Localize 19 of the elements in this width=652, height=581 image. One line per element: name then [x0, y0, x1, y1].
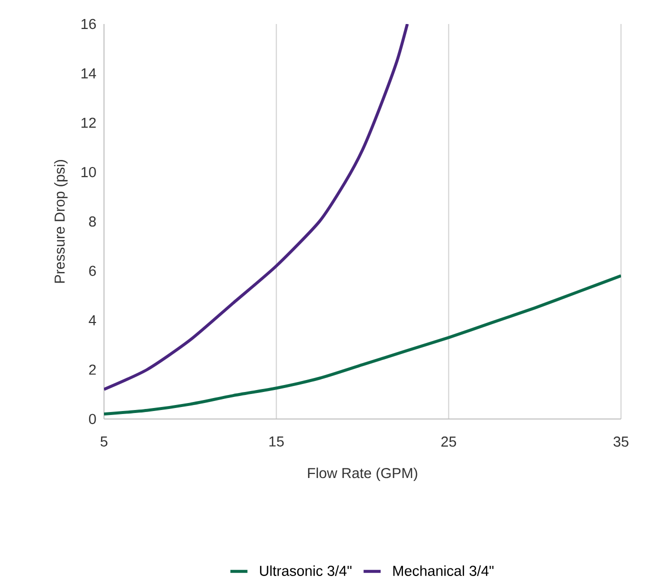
legend-label: Mechanical 3/4" — [393, 565, 494, 576]
y-tick-label: 12 — [82, 118, 96, 128]
y-tick-label: 2 — [89, 364, 96, 374]
y-tick-label: 0 — [89, 414, 96, 424]
legend-label: Ultrasonic 3/4" — [260, 565, 352, 576]
x-tick-label: 5 — [100, 436, 108, 446]
y-tick-label: 8 — [89, 216, 96, 226]
x-axis-title: Flow Rate (GPM) — [308, 467, 418, 481]
line-series — [104, 24, 409, 391]
x-tick-label: 15 — [269, 436, 284, 446]
x-tick-label: 25 — [441, 436, 456, 447]
y-tick-label: 14 — [82, 68, 96, 78]
x-tick-label: 35 — [614, 436, 628, 447]
line-series — [104, 274, 622, 416]
y-tick-label: 10 — [82, 166, 96, 178]
y-axis-title: Pressure Drop (psi) — [54, 160, 68, 283]
y-tick-label: 6 — [89, 266, 96, 276]
y-tick-label: 4 — [88, 315, 96, 326]
y-tick-label: 16 — [82, 18, 96, 29]
